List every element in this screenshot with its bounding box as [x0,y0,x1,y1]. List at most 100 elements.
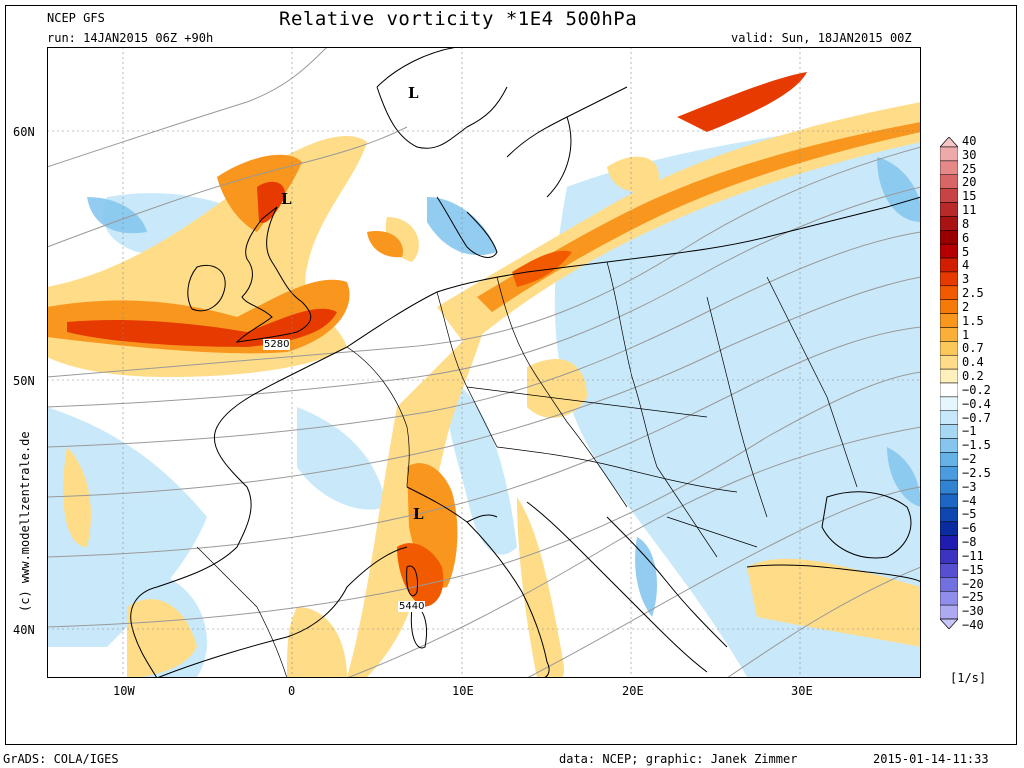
colorbar-tick-label: −0.7 [962,410,991,425]
colorbar-swatch [940,216,958,231]
footer-grads: GrADS: COLA/IGES [3,752,119,766]
colorbar-tick-label: −2.5 [962,465,991,480]
lon-label-20e: 20E [622,684,644,698]
coastlines [130,47,921,678]
colorbar-tick-label: −0.4 [962,396,991,411]
colorbar-tick-label: −6 [962,521,977,536]
colorbar-swatch [940,368,958,384]
medium-negative-areas [87,157,921,617]
colorbar-swatch [940,257,958,273]
height-contours [47,47,921,678]
lon-label-30e: 30E [791,684,813,698]
colorbar-tick-label: 0.4 [962,355,984,370]
colorbar-tick-label: 25 [962,161,977,176]
colorbar-swatch [940,327,958,342]
colorbar-swatch [940,146,958,162]
colorbar-swatch [940,160,958,176]
colorbar-swatch [940,507,958,523]
colorbar-tick-label: 30 [962,147,977,162]
valid-time: valid: Sun, 18JAN2015 00Z [731,31,912,45]
colorbar-tick-label: 2.5 [962,286,984,301]
colorbar-tick-label: −20 [962,576,984,591]
colorbar-swatch [940,535,958,550]
lat-lon-grid [47,47,921,678]
colorbar [940,137,958,629]
colorbar-tick-label: −4 [962,493,977,508]
colorbar-tick-label: 20 [962,175,977,190]
colorbar-tick-label: −0.2 [962,382,991,397]
colorbar-tick-label: −25 [962,590,984,605]
colorbar-swatch [940,577,958,592]
lon-label-10w: 10W [113,684,135,698]
lon-label-10e: 10E [452,684,474,698]
country-borders [196,261,858,678]
colorbar-tick-label: 2 [962,299,970,314]
colorbar-tick-label: 1.5 [962,313,984,328]
colorbar-bottom-arrow [940,618,958,629]
colorbar-swatch [940,396,958,412]
colorbar-swatch [940,299,958,314]
colorbar-tick-label: 1 [962,327,970,342]
colorbar-tick-label: −30 [962,604,984,619]
colorbar-tick-label: −40 [962,618,984,632]
colorbar-swatch [940,590,958,606]
colorbar-tick-label: 3 [962,272,970,287]
colorbar-tick-label: 11 [962,203,977,218]
colorbar-tick-label: 6 [962,230,970,245]
colorbar-swatch [940,188,958,203]
colorbar-swatch [940,243,958,259]
colorbar-swatch [940,493,958,509]
colorbar-top-arrow [940,137,958,148]
colorbar-swatch [940,230,958,245]
lat-label-50n: 50N [13,374,35,388]
colorbar-swatch [940,563,958,578]
colorbar-swatch [940,479,958,495]
colorbar-swatch [940,354,958,370]
lon-label-0: 0 [288,684,296,698]
map-title: Relative vorticity *1E4 500hPa [279,8,638,30]
low-marker-norway: L [408,84,419,102]
colorbar-swatch [940,549,958,564]
colorbar-tick-label: 5 [962,244,970,259]
colorbar-swatch [940,438,958,453]
model-name: NCEP GFS [47,11,105,25]
colorbar-tick-label: 4 [962,258,970,273]
colorbar-swatch [940,424,958,439]
colorbar-tick-label: −2 [962,452,977,467]
colorbar-tick-label: 0.2 [962,369,984,384]
colorbar-swatch [940,285,958,300]
contour-label-5280: 5280 [263,339,291,350]
colorbar-swatch [940,604,958,620]
colorbar-swatch [940,341,958,356]
footer-credit: data: NCEP; graphic: Janek Zimmer [559,752,798,766]
low-marker-gulf-genoa: L [413,505,424,523]
colorbar-tick-label: −8 [962,535,977,550]
colorbar-tick-label: −1 [962,424,977,439]
colorbar-swatch [940,466,958,481]
footer-timestamp: 2015-01-14-11:33 [873,752,989,766]
contour-label-5440: 5440 [398,601,426,612]
figure-frame [5,5,1017,745]
low-marker-north-sea: L [281,190,292,208]
colorbar-tick-label: 40 [962,134,977,148]
colorbar-tick-label: −15 [962,562,984,577]
colorbar-swatch [940,202,958,217]
map-border [47,47,921,678]
colorbar-tick-label: −1.5 [962,438,991,453]
run-info: run: 14JAN2015 06Z +90h [47,31,214,45]
colorbar-swatch [940,452,958,467]
website-credit: (c) www.modellzentrale.de [18,431,32,612]
colorbar-tick-label: 0.7 [962,341,984,356]
lat-label-40n: 40N [13,623,35,637]
lat-label-60n: 60N [13,125,35,139]
colorbar-swatch [940,410,958,425]
colorbar-unit: [1/s] [950,671,987,685]
colorbar-tick-label: −3 [962,479,977,494]
colorbar-tick-label: 8 [962,216,970,231]
colorbar-swatch [940,174,958,189]
colorbar-tick-label: −5 [962,507,977,522]
colorbar-swatch [940,313,958,328]
colorbar-swatch [940,271,958,287]
colorbar-swatch [940,382,958,398]
colorbar-swatch [940,521,958,536]
